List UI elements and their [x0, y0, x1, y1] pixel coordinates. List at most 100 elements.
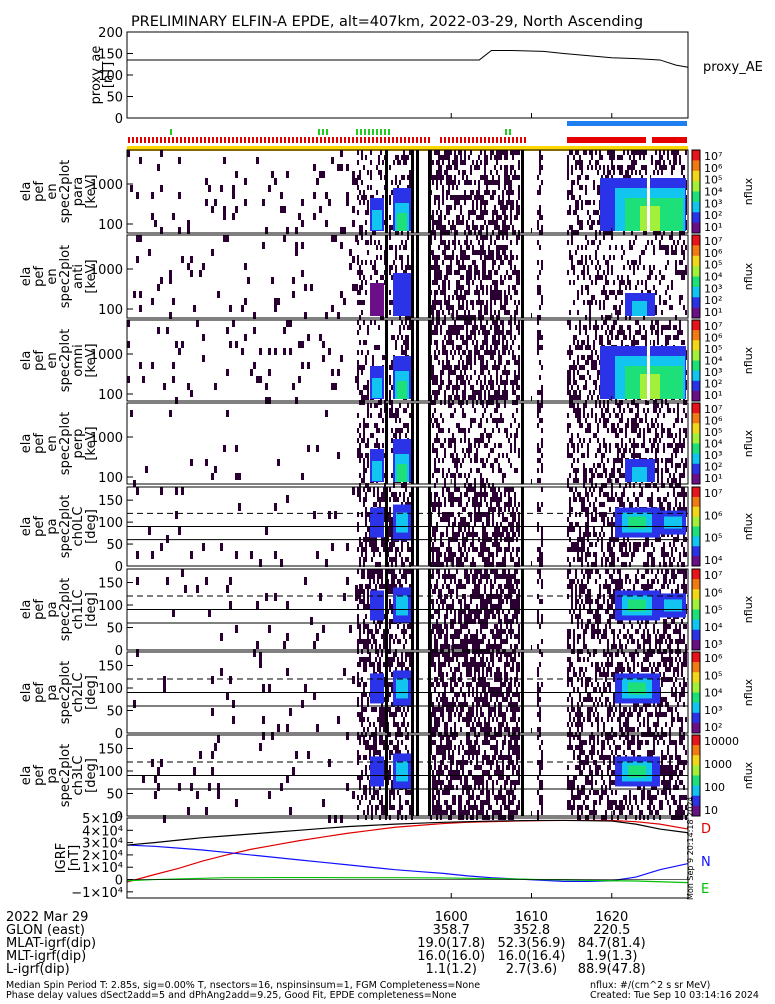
spec-cell [405, 345, 407, 350]
spec-cell [367, 408, 369, 413]
spec-cell [331, 157, 334, 164]
spec-cell [486, 340, 488, 345]
spec-cell [633, 155, 635, 160]
spec-cell [575, 160, 577, 165]
spec-cell [472, 542, 474, 547]
spec-cell [438, 270, 440, 275]
spec-cell [659, 497, 661, 502]
spec-cell [359, 423, 361, 428]
spec-cell [591, 365, 593, 370]
spec-cell [361, 599, 363, 604]
spec-cell [460, 250, 462, 255]
spec-cell [460, 205, 462, 210]
spec-cell [438, 205, 440, 210]
spec-cell [494, 205, 496, 210]
spec-cell [683, 408, 685, 413]
spec-cell [334, 383, 337, 390]
red-tick [300, 137, 302, 143]
spec-cell [409, 320, 411, 325]
spec-cell [376, 443, 378, 448]
red-tick [272, 137, 274, 143]
spec-cell [454, 443, 456, 448]
spec-cell [454, 180, 456, 185]
spec-cell [669, 160, 671, 165]
spec-cell [595, 210, 597, 215]
spec-cell [397, 335, 399, 340]
spec-cell [657, 320, 659, 325]
spec-cell [571, 165, 573, 170]
spec-cell [577, 370, 579, 375]
spec-cell [448, 395, 450, 400]
spec-cell [340, 150, 343, 157]
spec-cell [518, 210, 520, 215]
spec-cell [643, 250, 645, 255]
spec-cell [583, 507, 585, 512]
spec-cell [283, 327, 286, 334]
spec-cell [452, 502, 454, 507]
spec-cell [675, 335, 677, 340]
spec-cell [589, 320, 591, 325]
spec-cell [130, 185, 133, 192]
spec-cell [452, 552, 454, 557]
spec-cell [665, 250, 667, 255]
spec-cell [514, 170, 516, 175]
spec-cell [458, 497, 460, 502]
spec-cell [667, 325, 669, 330]
spec-cell [629, 408, 631, 413]
red-tick [128, 137, 130, 143]
spec-cell [589, 428, 591, 433]
spec-cell [365, 210, 367, 215]
spec-cell [621, 552, 623, 557]
fill-bar [521, 150, 524, 233]
spec-cell [446, 275, 448, 280]
spec-cell [537, 448, 539, 453]
spec-cell [393, 557, 395, 562]
spec-cell [573, 542, 575, 547]
spec-cell [478, 350, 480, 355]
proxy-ae-line [127, 50, 688, 67]
spec-cell [601, 527, 603, 532]
spec-cell [585, 487, 587, 492]
spec-cell [464, 365, 466, 370]
spec-cell [500, 260, 502, 265]
spec-cell [502, 195, 504, 200]
spec-cell [504, 345, 506, 350]
spec-cell [235, 473, 238, 480]
spec-cell [617, 453, 619, 458]
spec-cell [651, 155, 653, 160]
spec-cell [659, 295, 661, 300]
spec-cell [442, 365, 444, 370]
spec-cell [645, 448, 647, 453]
spec-cell [541, 365, 543, 370]
spec-cell [374, 443, 376, 448]
spec-cell [352, 284, 355, 291]
spec-cell [571, 438, 573, 443]
spec-cell [492, 195, 494, 200]
spec-cell [621, 453, 623, 458]
spec-cell [472, 250, 474, 255]
spec-cell [613, 305, 615, 310]
spec-cell [488, 180, 490, 185]
spec-cell [462, 350, 464, 355]
spec-cell [587, 547, 589, 552]
spec-cell [643, 438, 645, 443]
spec-cell [653, 423, 655, 428]
spec-cell [444, 365, 446, 370]
spec-cell [508, 330, 510, 335]
spec-cell [450, 330, 452, 335]
spec-cell [316, 551, 319, 559]
spec-cell [460, 438, 462, 443]
spec-cell [663, 160, 665, 165]
spec-cell [458, 325, 460, 330]
spec-cell [484, 395, 486, 400]
spec-cell [452, 345, 454, 350]
spec-cell [458, 350, 460, 355]
spec-cell [262, 199, 265, 206]
spec-cell [226, 327, 229, 334]
spec-cell [466, 330, 468, 335]
spec-cell [609, 473, 611, 478]
spec-cell [629, 280, 631, 285]
spec-cell [639, 453, 641, 458]
spec-cell [496, 408, 498, 413]
